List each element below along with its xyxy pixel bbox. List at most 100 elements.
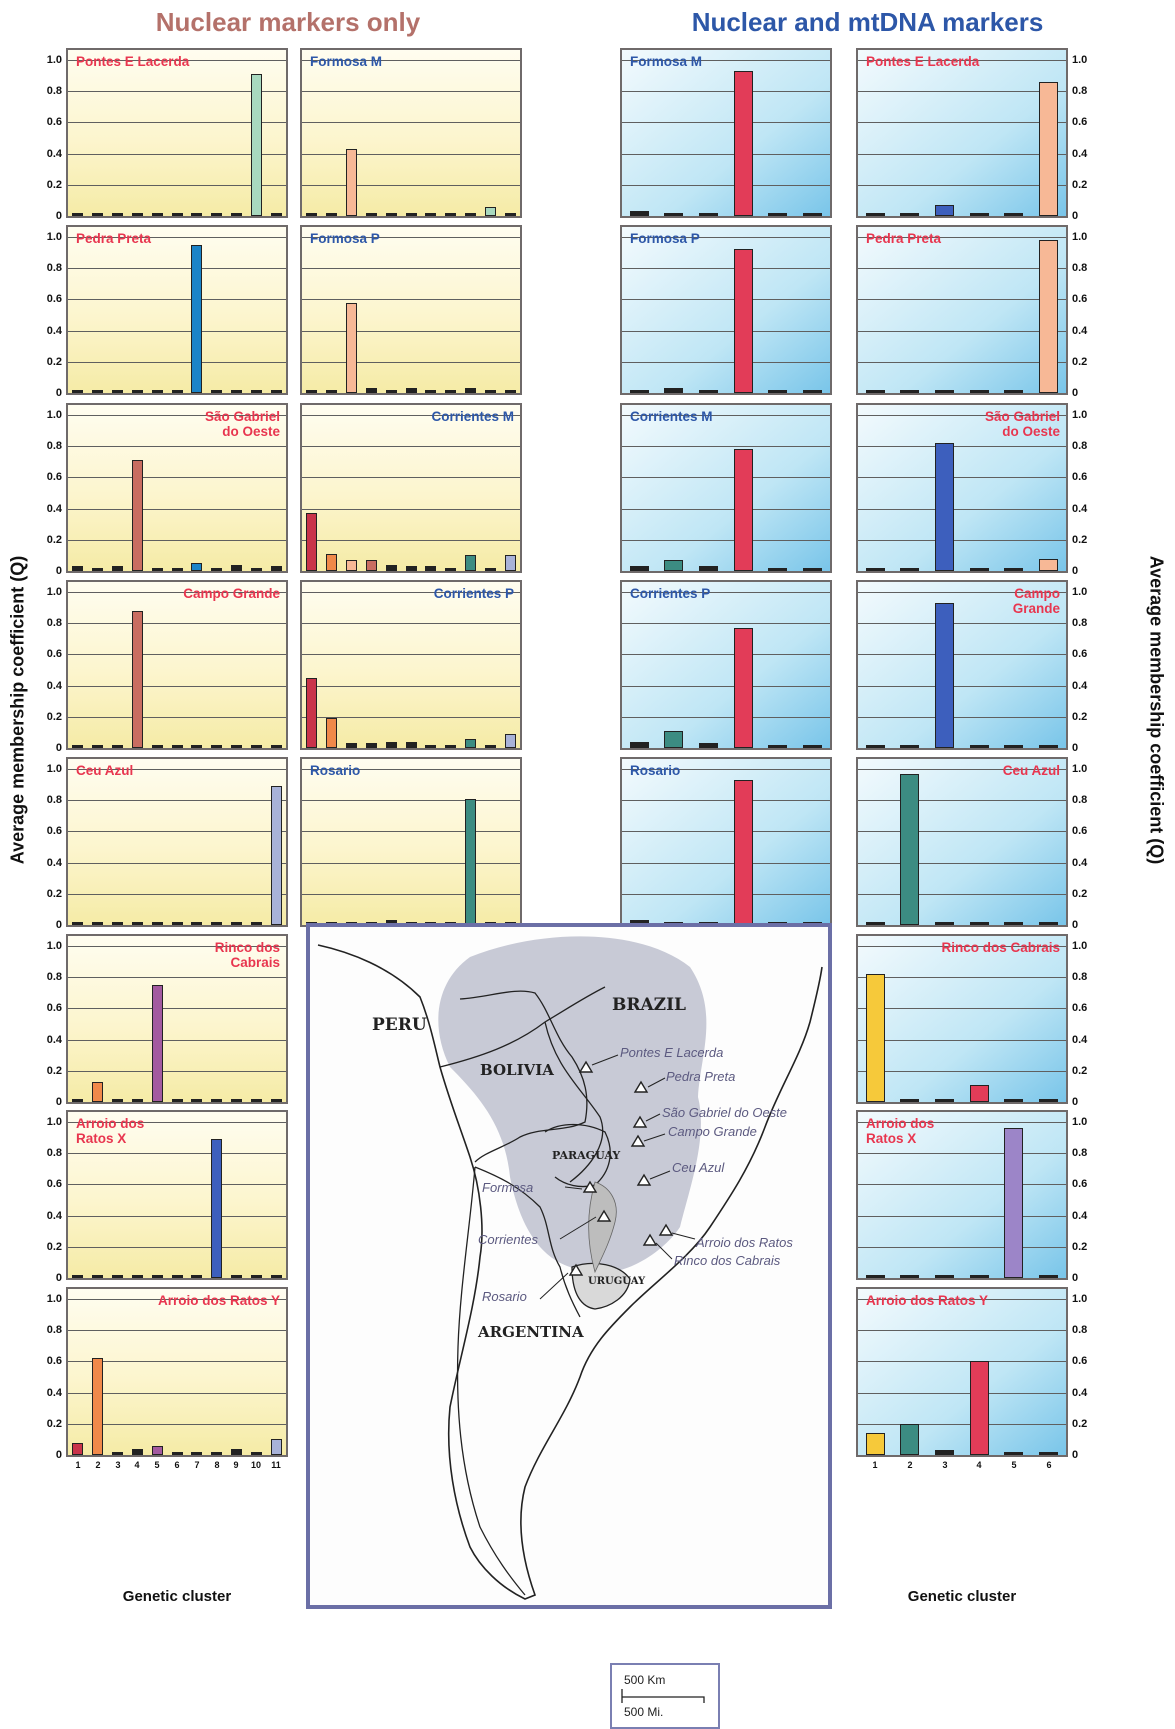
bar-cluster-2 [900,1275,919,1278]
y-tick-label: 0.6 [46,648,62,660]
grid-line [68,477,286,478]
panel-title-line: São Gabriel [984,409,1060,424]
grid-line [622,863,830,864]
panel-title-line: Arroio dos [76,1116,145,1131]
bar-cluster-1 [866,213,885,216]
bar-cluster-6 [803,745,822,748]
bar-cluster-11 [271,786,282,925]
bar-cluster-3 [112,390,123,393]
y-tick-label: 0.8 [1072,794,1088,806]
site-marker-ceu-azul [636,1173,652,1186]
y-tick-label: 0.4 [1072,325,1088,337]
y-tick-label: 1.0 [1072,763,1088,775]
grid-line [68,1008,286,1009]
bar-cluster-2 [900,745,919,748]
plot-area: Corrientes P [300,580,522,750]
site-marker-pontes [578,1060,594,1073]
plot-area: Rosario [620,757,832,927]
y-tick-label: 1.0 [1072,940,1088,952]
plot-area: Pontes E Lacerda [856,48,1068,218]
y-tick-label: 1.0 [46,54,62,66]
grid-line [302,540,520,541]
panel-title: São Gabriel do Oeste [205,409,280,439]
distribution-map: PERU BRAZIL BOLIVIA PARAGUAY ARGENTINA U… [306,923,832,1729]
x-tick-label: 3 [115,1460,121,1470]
y-tick-label: 0.2 [1072,1065,1088,1077]
y-tick-label: 0.2 [1072,711,1088,723]
bar-cluster-4 [734,71,753,216]
panel-title-line: do Oeste [1002,424,1060,439]
y-tick-label: 0.8 [46,971,62,983]
bar-cluster-2 [900,774,919,925]
grid-line [858,185,1066,186]
bar-cluster-6 [172,922,183,925]
grid-line [622,185,830,186]
y-tick-label: 0.4 [46,1387,62,1399]
grid-line [858,1393,1066,1394]
panel-title-line: Ceu Azul [1002,763,1060,778]
bar-cluster-5 [152,922,163,925]
bar-cluster-3 [935,1450,954,1455]
bar-cluster-2 [92,390,103,393]
plot-area: Rosario [300,757,522,927]
site-marker-campo-grande [630,1134,646,1147]
bar-cluster-9 [231,1275,242,1278]
y-tick-label: 0.8 [46,85,62,97]
bar-cluster-9 [465,799,476,925]
bar-cluster-5 [152,568,163,571]
site-marker-sao-gabriel [632,1115,648,1128]
grid-line [622,237,830,238]
bar-cluster-10 [485,745,496,748]
panel-title: São Gabriel do Oeste [985,409,1060,439]
bar-cluster-8 [211,1099,222,1102]
y-tick-label: 0.8 [1072,1324,1088,1336]
bar-cluster-4 [970,1361,989,1455]
y-tick-label: 0.6 [1072,116,1088,128]
plot-area: Corrientes P [620,580,832,750]
bar-cluster-1 [866,1433,885,1455]
bolivia-border [459,990,588,1163]
bar-cluster-10 [251,74,262,216]
bar-cluster-6 [406,213,417,216]
y-tick-label: 0 [1072,565,1079,577]
bar-cluster-11 [271,1099,282,1102]
grid-line [68,1216,286,1217]
bar-cluster-9 [231,745,242,748]
grid-line [302,268,520,269]
bar-cluster-7 [191,922,202,925]
bar-cluster-9 [465,388,476,393]
y-tick-label: 0.6 [46,1178,62,1190]
bar-cluster-4 [366,388,377,393]
y-tick-label: 0.6 [46,1355,62,1367]
bar-cluster-2 [900,1099,919,1102]
bar-cluster-2 [900,568,919,571]
bar-cluster-5 [386,742,397,748]
bar-cluster-4 [734,249,753,393]
y-tick-label: 0.4 [46,1034,62,1046]
plot-area: Arroio dos Ratos X [66,1110,288,1280]
panel-title-line: Arroio dos [866,1116,935,1131]
grid-line [68,154,286,155]
y-tick-label: 1.0 [1072,409,1088,421]
grid-line [622,769,830,770]
y-tick-label: 0.4 [46,857,62,869]
bar-cluster-1 [72,745,83,748]
y-tick-label: 0 [55,919,62,931]
bar-cluster-2 [92,745,103,748]
grid-line [302,623,520,624]
grid-line [302,831,520,832]
bar-cluster-1 [630,211,649,216]
y-tick-label: 0.6 [46,1002,62,1014]
panel-title-line: Pontes E Lacerda [866,54,980,69]
grid-line [622,446,830,447]
bar-cluster-6 [1039,922,1058,925]
grid-line [68,686,286,687]
grid-line [302,717,520,718]
grid-line [858,362,1066,363]
y-tick-label: 0.6 [1072,825,1088,837]
bar-cluster-11 [271,390,282,393]
bar-cluster-2 [326,390,337,393]
x-tick-label: 1 [75,1460,81,1470]
bar-cluster-6 [172,568,183,571]
grid-line [68,654,286,655]
